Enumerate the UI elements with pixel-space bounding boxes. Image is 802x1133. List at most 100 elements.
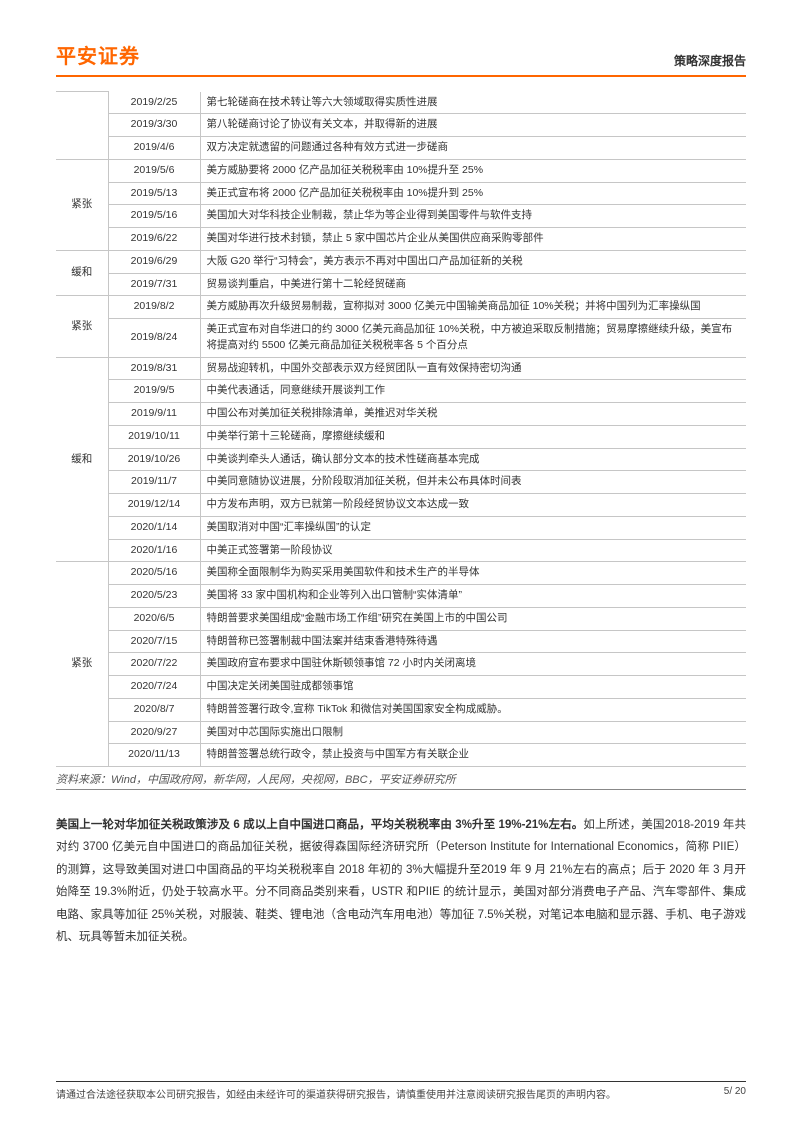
date-cell: 2019/8/31 [108, 357, 200, 380]
table-row: 2019/11/7中美同意随协议进展，分阶段取消加征关税，但并未公布具体时间表 [56, 471, 746, 494]
brand-logo: 平安证券 [56, 40, 140, 69]
table-row: 2019/4/6双方决定就遗留的问题通过各种有效方式进一步磋商 [56, 137, 746, 160]
date-cell: 2020/6/5 [108, 607, 200, 630]
date-cell: 2019/3/30 [108, 114, 200, 137]
page-number: 5/ 20 [704, 1086, 746, 1101]
desc-cell: 美正式宣布将 2000 亿产品加征关税税率由 10%提升到 25% [200, 182, 746, 205]
page-footer: 请通过合法途径获取本公司研究报告，如经由未经许可的渠道获得研究报告，请慎重使用并… [56, 1081, 746, 1101]
date-cell: 2019/8/24 [108, 319, 200, 358]
table-row: 2019/6/22美国对华进行技术封锁，禁止 5 家中国芯片企业从美国供应商采购… [56, 228, 746, 251]
desc-cell: 中美谈判牵头人通话，确认部分文本的技术性磋商基本完成 [200, 448, 746, 471]
table-row: 2019/3/30第八轮磋商讨论了协议有关文本，并取得新的进展 [56, 114, 746, 137]
desc-cell: 特朗普签署总统行政令，禁止投资与中国军方有关联企业 [200, 744, 746, 767]
desc-cell: 美国对中芯国际实施出口限制 [200, 721, 746, 744]
table-row: 2019/9/11中国公布对美加征关税排除清单，美推迟对华关税 [56, 403, 746, 426]
table-row: 紧张2019/5/6美方威胁要将 2000 亿产品加征关税税率由 10%提升至 … [56, 159, 746, 182]
table-row: 2019/2/25第七轮磋商在技术转让等六大领域取得实质性进展 [56, 92, 746, 114]
date-cell: 2020/7/24 [108, 676, 200, 699]
phase-cell [56, 92, 108, 160]
date-cell: 2019/5/6 [108, 159, 200, 182]
table-row: 2020/8/7特朗普签署行政令,宣称 TikTok 和微信对美国国家安全构成威… [56, 698, 746, 721]
table-row: 2019/9/5中美代表通话，同意继续开展谈判工作 [56, 380, 746, 403]
date-cell: 2019/9/5 [108, 380, 200, 403]
table-row: 2019/8/24美正式宣布对自华进口的约 3000 亿美元商品加征 10%关税… [56, 319, 746, 358]
desc-cell: 美国对华进行技术封锁，禁止 5 家中国芯片企业从美国供应商采购零部件 [200, 228, 746, 251]
date-cell: 2019/9/11 [108, 403, 200, 426]
table-row: 2019/12/14中方发布声明，双方已就第一阶段经贸协议文本达成一致 [56, 494, 746, 517]
date-cell: 2019/4/6 [108, 137, 200, 160]
table-row: 2020/11/13特朗普签署总统行政令，禁止投资与中国军方有关联企业 [56, 744, 746, 767]
desc-cell: 大阪 G20 举行“习特会”，美方表示不再对中国出口产品加征新的关税 [200, 250, 746, 273]
desc-cell: 中美举行第十三轮磋商，摩擦继续缓和 [200, 425, 746, 448]
date-cell: 2020/1/14 [108, 516, 200, 539]
date-cell: 2019/12/14 [108, 494, 200, 517]
body-paragraph: 美国上一轮对华加征关税政策涉及 6 成以上自中国进口商品，平均关税税率由 3%升… [56, 814, 746, 949]
table-row: 2020/6/5特朗普要求美国组成“金融市场工作组”研究在美国上市的中国公司 [56, 607, 746, 630]
timeline-table: 2019/2/25第七轮磋商在技术转让等六大领域取得实质性进展2019/3/30… [56, 91, 746, 767]
body-lead-bold: 美国上一轮对华加征关税政策涉及 6 成以上自中国进口商品，平均关税税率由 3%升… [56, 819, 583, 831]
phase-cell: 紧张 [56, 562, 108, 767]
desc-cell: 贸易战迎转机，中国外交部表示双方经贸团队一直有效保持密切沟通 [200, 357, 746, 380]
report-type-label: 策略深度报告 [674, 52, 746, 69]
table-row: 2019/10/26中美谈判牵头人通话，确认部分文本的技术性磋商基本完成 [56, 448, 746, 471]
table-row: 缓和2019/6/29大阪 G20 举行“习特会”，美方表示不再对中国出口产品加… [56, 250, 746, 273]
table-row: 紧张2019/8/2美方威胁再次升级贸易制裁，宣称拟对 3000 亿美元中国输美… [56, 296, 746, 319]
date-cell: 2020/5/16 [108, 562, 200, 585]
desc-cell: 中美正式签署第一阶段协议 [200, 539, 746, 562]
desc-cell: 美正式宣布对自华进口的约 3000 亿美元商品加征 10%关税，中方被迫采取反制… [200, 319, 746, 358]
date-cell: 2019/10/26 [108, 448, 200, 471]
desc-cell: 第七轮磋商在技术转让等六大领域取得实质性进展 [200, 92, 746, 114]
desc-cell: 中美同意随协议进展，分阶段取消加征关税，但并未公布具体时间表 [200, 471, 746, 494]
table-row: 紧张2020/5/16美国称全面限制华为购买采用美国软件和技术生产的半导体 [56, 562, 746, 585]
desc-cell: 美方威胁再次升级贸易制裁，宣称拟对 3000 亿美元中国输美商品加征 10%关税… [200, 296, 746, 319]
desc-cell: 中国决定关闭美国驻成都领事馆 [200, 676, 746, 699]
desc-cell: 特朗普签署行政令,宣称 TikTok 和微信对美国国家安全构成威胁。 [200, 698, 746, 721]
table-row: 2020/5/23美国将 33 家中国机构和企业等列入出口管制“实体清单” [56, 585, 746, 608]
phase-cell: 缓和 [56, 357, 108, 562]
date-cell: 2019/5/16 [108, 205, 200, 228]
date-cell: 2020/8/7 [108, 698, 200, 721]
date-cell: 2019/8/2 [108, 296, 200, 319]
desc-cell: 特朗普要求美国组成“金融市场工作组”研究在美国上市的中国公司 [200, 607, 746, 630]
date-cell: 2020/7/22 [108, 653, 200, 676]
date-cell: 2019/6/29 [108, 250, 200, 273]
desc-cell: 美国政府宣布要求中国驻休斯顿领事馆 72 小时内关闭离境 [200, 653, 746, 676]
desc-cell: 美国将 33 家中国机构和企业等列入出口管制“实体清单” [200, 585, 746, 608]
date-cell: 2019/6/22 [108, 228, 200, 251]
date-cell: 2020/9/27 [108, 721, 200, 744]
date-cell: 2020/5/23 [108, 585, 200, 608]
table-row: 2020/7/15特朗普称已签署制裁中国法案并结束香港特殊待遇 [56, 630, 746, 653]
page-header: 平安证券 策略深度报告 [56, 40, 746, 77]
desc-cell: 第八轮磋商讨论了协议有关文本，并取得新的进展 [200, 114, 746, 137]
desc-cell: 双方决定就遗留的问题通过各种有效方式进一步磋商 [200, 137, 746, 160]
body-rest: 如上所述，美国2018-2019 年共对约 3700 亿美元自中国进口的商品加征… [56, 819, 746, 943]
table-row: 2020/7/22美国政府宣布要求中国驻休斯顿领事馆 72 小时内关闭离境 [56, 653, 746, 676]
desc-cell: 美方威胁要将 2000 亿产品加征关税税率由 10%提升至 25% [200, 159, 746, 182]
phase-cell: 紧张 [56, 296, 108, 357]
desc-cell: 美国加大对华科技企业制裁，禁止华为等企业得到美国零件与软件支持 [200, 205, 746, 228]
desc-cell: 贸易谈判重启，中美进行第十二轮经贸磋商 [200, 273, 746, 296]
date-cell: 2020/1/16 [108, 539, 200, 562]
desc-cell: 中美代表通话，同意继续开展谈判工作 [200, 380, 746, 403]
date-cell: 2019/11/7 [108, 471, 200, 494]
date-cell: 2019/7/31 [108, 273, 200, 296]
desc-cell: 中国公布对美加征关税排除清单，美推迟对华关税 [200, 403, 746, 426]
desc-cell: 特朗普称已签署制裁中国法案并结束香港特殊待遇 [200, 630, 746, 653]
footer-disclaimer: 请通过合法途径获取本公司研究报告，如经由未经许可的渠道获得研究报告，请慎重使用并… [56, 1086, 616, 1101]
date-cell: 2019/2/25 [108, 92, 200, 114]
table-row: 2020/1/14美国取消对中国“汇率操纵国”的认定 [56, 516, 746, 539]
table-row: 2019/5/16美国加大对华科技企业制裁，禁止华为等企业得到美国零件与软件支持 [56, 205, 746, 228]
date-cell: 2020/7/15 [108, 630, 200, 653]
table-row: 2020/7/24中国决定关闭美国驻成都领事馆 [56, 676, 746, 699]
table-source-line: 资料来源：Wind，中国政府网，新华网，人民网，央视网，BBC，平安证券研究所 [56, 771, 746, 790]
table-row: 缓和2019/8/31贸易战迎转机，中国外交部表示双方经贸团队一直有效保持密切沟… [56, 357, 746, 380]
desc-cell: 美国称全面限制华为购买采用美国软件和技术生产的半导体 [200, 562, 746, 585]
table-row: 2020/1/16中美正式签署第一阶段协议 [56, 539, 746, 562]
table-row: 2020/9/27美国对中芯国际实施出口限制 [56, 721, 746, 744]
table-row: 2019/10/11中美举行第十三轮磋商，摩擦继续缓和 [56, 425, 746, 448]
desc-cell: 中方发布声明，双方已就第一阶段经贸协议文本达成一致 [200, 494, 746, 517]
date-cell: 2019/10/11 [108, 425, 200, 448]
table-row: 2019/7/31贸易谈判重启，中美进行第十二轮经贸磋商 [56, 273, 746, 296]
desc-cell: 美国取消对中国“汇率操纵国”的认定 [200, 516, 746, 539]
date-cell: 2020/11/13 [108, 744, 200, 767]
